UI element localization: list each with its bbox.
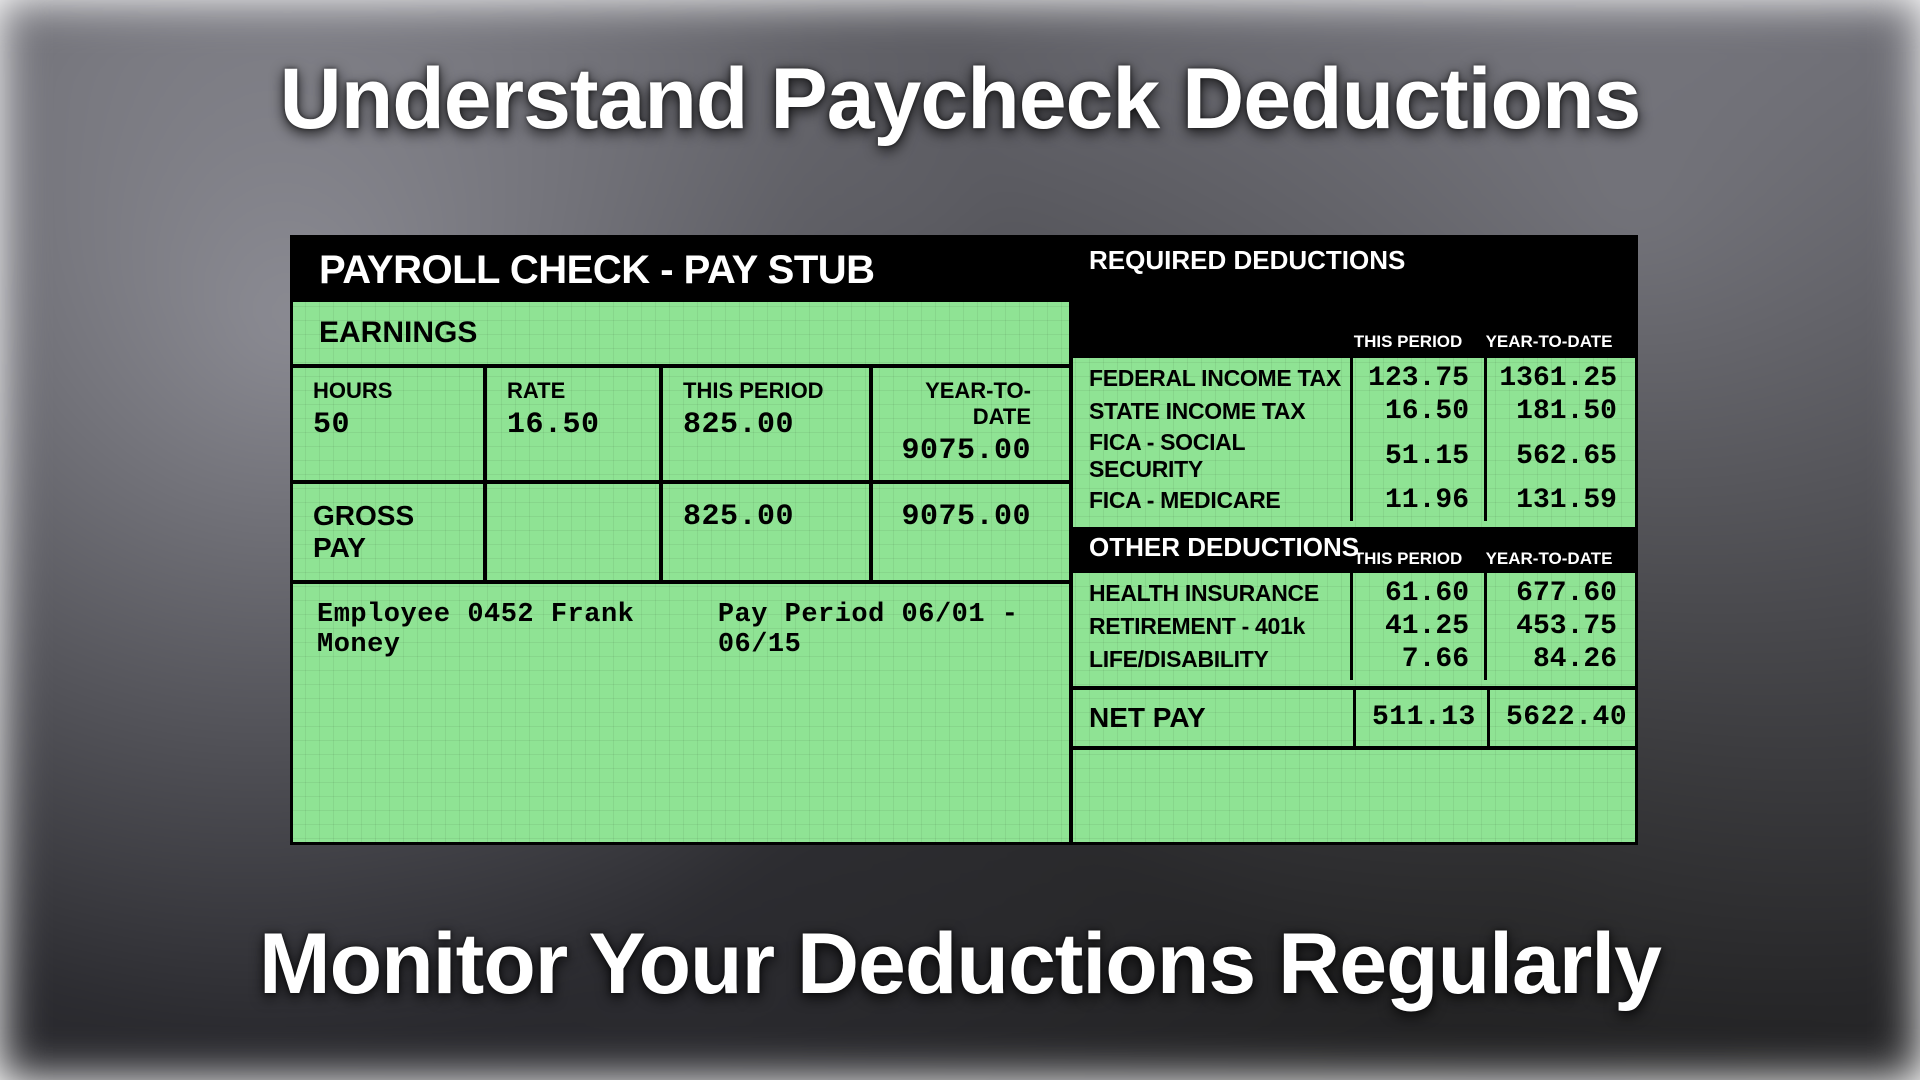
earnings-this-period: 825.00 <box>683 408 855 442</box>
deduction-label: RETIREMENT - 401k <box>1073 613 1353 640</box>
paystub-title: PAYROLL CHECK - PAY STUB <box>293 238 1069 302</box>
col-header-ytd-2: YEAR-TO-DATE <box>1475 549 1623 569</box>
gross-pay-row: GROSS PAY 825.00 9075.00 <box>293 484 1069 584</box>
rate-value: 16.50 <box>507 408 645 442</box>
required-deductions-header: REQUIRED DEDUCTIONS THIS PERIOD YEAR-TO-… <box>1073 238 1635 358</box>
hours-value: 50 <box>313 408 469 442</box>
paystub-right: REQUIRED DEDUCTIONS THIS PERIOD YEAR-TO-… <box>1069 238 1635 842</box>
deduction-ytd: 1361.25 <box>1487 363 1635 394</box>
deduction-row: STATE INCOME TAX16.50181.50 <box>1073 395 1635 428</box>
required-deductions-title: REQUIRED DEDUCTIONS <box>1089 244 1619 278</box>
col-header-this-period-2: THIS PERIOD <box>1341 549 1475 569</box>
deduction-this-period: 11.96 <box>1353 485 1487 516</box>
deduction-row: LIFE/DISABILITY7.6684.26 <box>1073 643 1635 676</box>
gross-pay-label: GROSS PAY <box>293 484 487 580</box>
hours-label: HOURS <box>313 378 469 404</box>
deduction-ytd: 562.65 <box>1487 441 1635 472</box>
deduction-ytd: 181.50 <box>1487 396 1635 427</box>
other-deductions-header: OTHER DEDUCTIONS THIS PERIOD YEAR-TO-DAT… <box>1073 527 1635 573</box>
other-deductions-list: HEALTH INSURANCE61.60677.60RETIREMENT - … <box>1073 573 1635 680</box>
ytd-label: YEAR-TO-DATE <box>893 378 1055 430</box>
deduction-label: LIFE/DISABILITY <box>1073 646 1353 673</box>
deduction-ytd: 453.75 <box>1487 611 1635 642</box>
deduction-label: FEDERAL INCOME TAX <box>1073 365 1353 392</box>
headline-top: Understand Paycheck Deductions <box>0 50 1920 149</box>
deduction-row: RETIREMENT - 401k41.25453.75 <box>1073 610 1635 643</box>
required-deductions-list: FEDERAL INCOME TAX123.751361.25STATE INC… <box>1073 358 1635 521</box>
this-period-label: THIS PERIOD <box>683 378 855 404</box>
deduction-ytd: 84.26 <box>1487 644 1635 675</box>
employee-info: Employee 0452 Frank Money Pay Period 06/… <box>293 584 1069 676</box>
deduction-row: FICA - MEDICARE11.96131.59 <box>1073 484 1635 517</box>
earnings-section-label: EARNINGS <box>293 302 1069 368</box>
deduction-this-period: 16.50 <box>1353 396 1487 427</box>
net-pay-row: NET PAY 511.13 5622.40 <box>1073 686 1635 750</box>
net-pay-ytd: 5622.40 <box>1487 690 1635 746</box>
deduction-this-period: 51.15 <box>1353 441 1487 472</box>
deduction-this-period: 7.66 <box>1353 644 1487 675</box>
pay-period-text: Pay Period 06/01 - 06/15 <box>718 600 1045 660</box>
pay-stub: PAYROLL CHECK - PAY STUB EARNINGS HOURS … <box>290 235 1638 845</box>
deduction-ytd: 677.60 <box>1487 578 1635 609</box>
deduction-ytd: 131.59 <box>1487 485 1635 516</box>
gross-ytd: 9075.00 <box>873 484 1069 580</box>
earnings-table: HOURS 50 RATE 16.50 THIS PERIOD 825.00 Y… <box>293 368 1069 484</box>
net-pay-this-period: 511.13 <box>1353 690 1487 746</box>
deduction-row: FEDERAL INCOME TAX123.751361.25 <box>1073 362 1635 395</box>
col-header-this-period: THIS PERIOD <box>1341 332 1475 352</box>
paystub-left: PAYROLL CHECK - PAY STUB EARNINGS HOURS … <box>293 238 1069 676</box>
deduction-row: HEALTH INSURANCE61.60677.60 <box>1073 577 1635 610</box>
gross-this-period: 825.00 <box>663 484 873 580</box>
earnings-ytd: 9075.00 <box>893 434 1055 468</box>
deduction-label: STATE INCOME TAX <box>1073 398 1353 425</box>
deduction-this-period: 123.75 <box>1353 363 1487 394</box>
deduction-row: FICA - SOCIAL SECURITY51.15562.65 <box>1073 428 1635 484</box>
deduction-label: FICA - SOCIAL SECURITY <box>1073 429 1353 483</box>
deduction-label: HEALTH INSURANCE <box>1073 580 1353 607</box>
col-header-ytd: YEAR-TO-DATE <box>1475 332 1623 352</box>
net-pay-label: NET PAY <box>1073 690 1353 746</box>
deduction-this-period: 41.25 <box>1353 611 1487 642</box>
employee-text: Employee 0452 Frank Money <box>317 600 658 660</box>
deduction-this-period: 61.60 <box>1353 578 1487 609</box>
rate-label: RATE <box>507 378 645 404</box>
headline-bottom: Monitor Your Deductions Regularly <box>0 915 1920 1014</box>
deduction-label: FICA - MEDICARE <box>1073 487 1353 514</box>
